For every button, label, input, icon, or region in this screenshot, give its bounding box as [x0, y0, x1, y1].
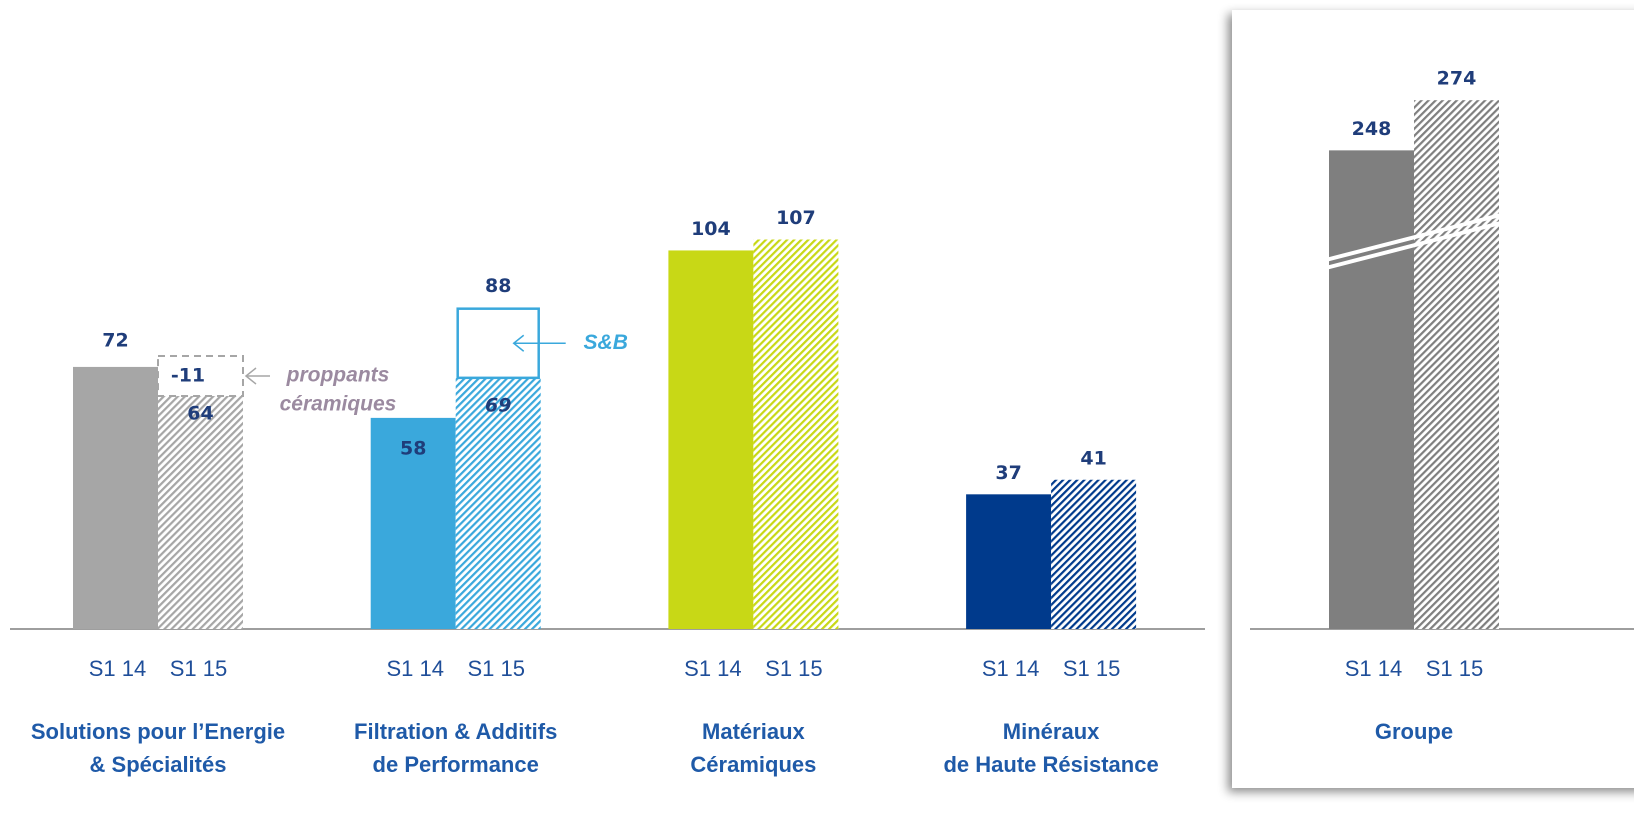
- x-tick-label: S1 15: [467, 656, 525, 681]
- group-label: & Spécialités: [90, 752, 227, 777]
- annotation-value: 88: [485, 275, 511, 297]
- value-label: 72: [102, 329, 128, 351]
- bar: [73, 366, 158, 629]
- axis-break: [1317, 210, 1513, 264]
- x-tick-label: S1 14: [89, 656, 147, 681]
- value-label: 41: [1080, 447, 1106, 469]
- group-label: de Haute Résistance: [943, 752, 1158, 777]
- group-label: Solutions pour l’Energie: [31, 719, 285, 744]
- group-label: Minéraux: [1003, 719, 1100, 744]
- x-tick-label: S1 15: [1426, 656, 1484, 681]
- group-label: Filtration & Additifs: [354, 719, 557, 744]
- annotation-box: [157, 355, 244, 398]
- group-label: Matériaux: [702, 719, 805, 744]
- annotation-text: proppants: [286, 364, 390, 387]
- group-label: Groupe: [1375, 719, 1453, 744]
- bar: [158, 396, 243, 629]
- x-tick-label: S1 15: [170, 656, 228, 681]
- arrow: [512, 334, 566, 352]
- annotation-value: -11: [171, 365, 205, 387]
- value-label: 64: [187, 403, 213, 425]
- value-label: 248: [1352, 118, 1392, 140]
- value-label: 58: [400, 437, 426, 459]
- group-label: de Performance: [373, 752, 539, 777]
- value-label: 104: [691, 218, 731, 240]
- annotation-text: S&B: [584, 331, 628, 354]
- x-tick-label: S1 14: [684, 656, 742, 681]
- bar: [753, 239, 839, 629]
- annotation-text: céramiques: [280, 393, 397, 416]
- bar: [1414, 100, 1499, 630]
- bar: [455, 377, 541, 629]
- bar: [668, 250, 754, 629]
- bar: [370, 417, 456, 629]
- axis-break: [1317, 218, 1513, 272]
- arrow: [244, 367, 270, 385]
- bar: [1051, 479, 1137, 629]
- x-tick-label: S1 14: [982, 656, 1040, 681]
- x-tick-label: S1 15: [1063, 656, 1121, 681]
- value-label: 274: [1437, 68, 1477, 90]
- x-tick-label: S1 14: [386, 656, 444, 681]
- x-tick-label: S1 14: [1345, 656, 1403, 681]
- bar: [966, 494, 1052, 629]
- x-tick-label: S1 15: [765, 656, 823, 681]
- value-label: 107: [776, 207, 816, 229]
- value-label: 37: [995, 462, 1021, 484]
- value-label: 69: [485, 394, 511, 416]
- bar: [1329, 150, 1414, 630]
- group-label: Céramiques: [690, 752, 816, 777]
